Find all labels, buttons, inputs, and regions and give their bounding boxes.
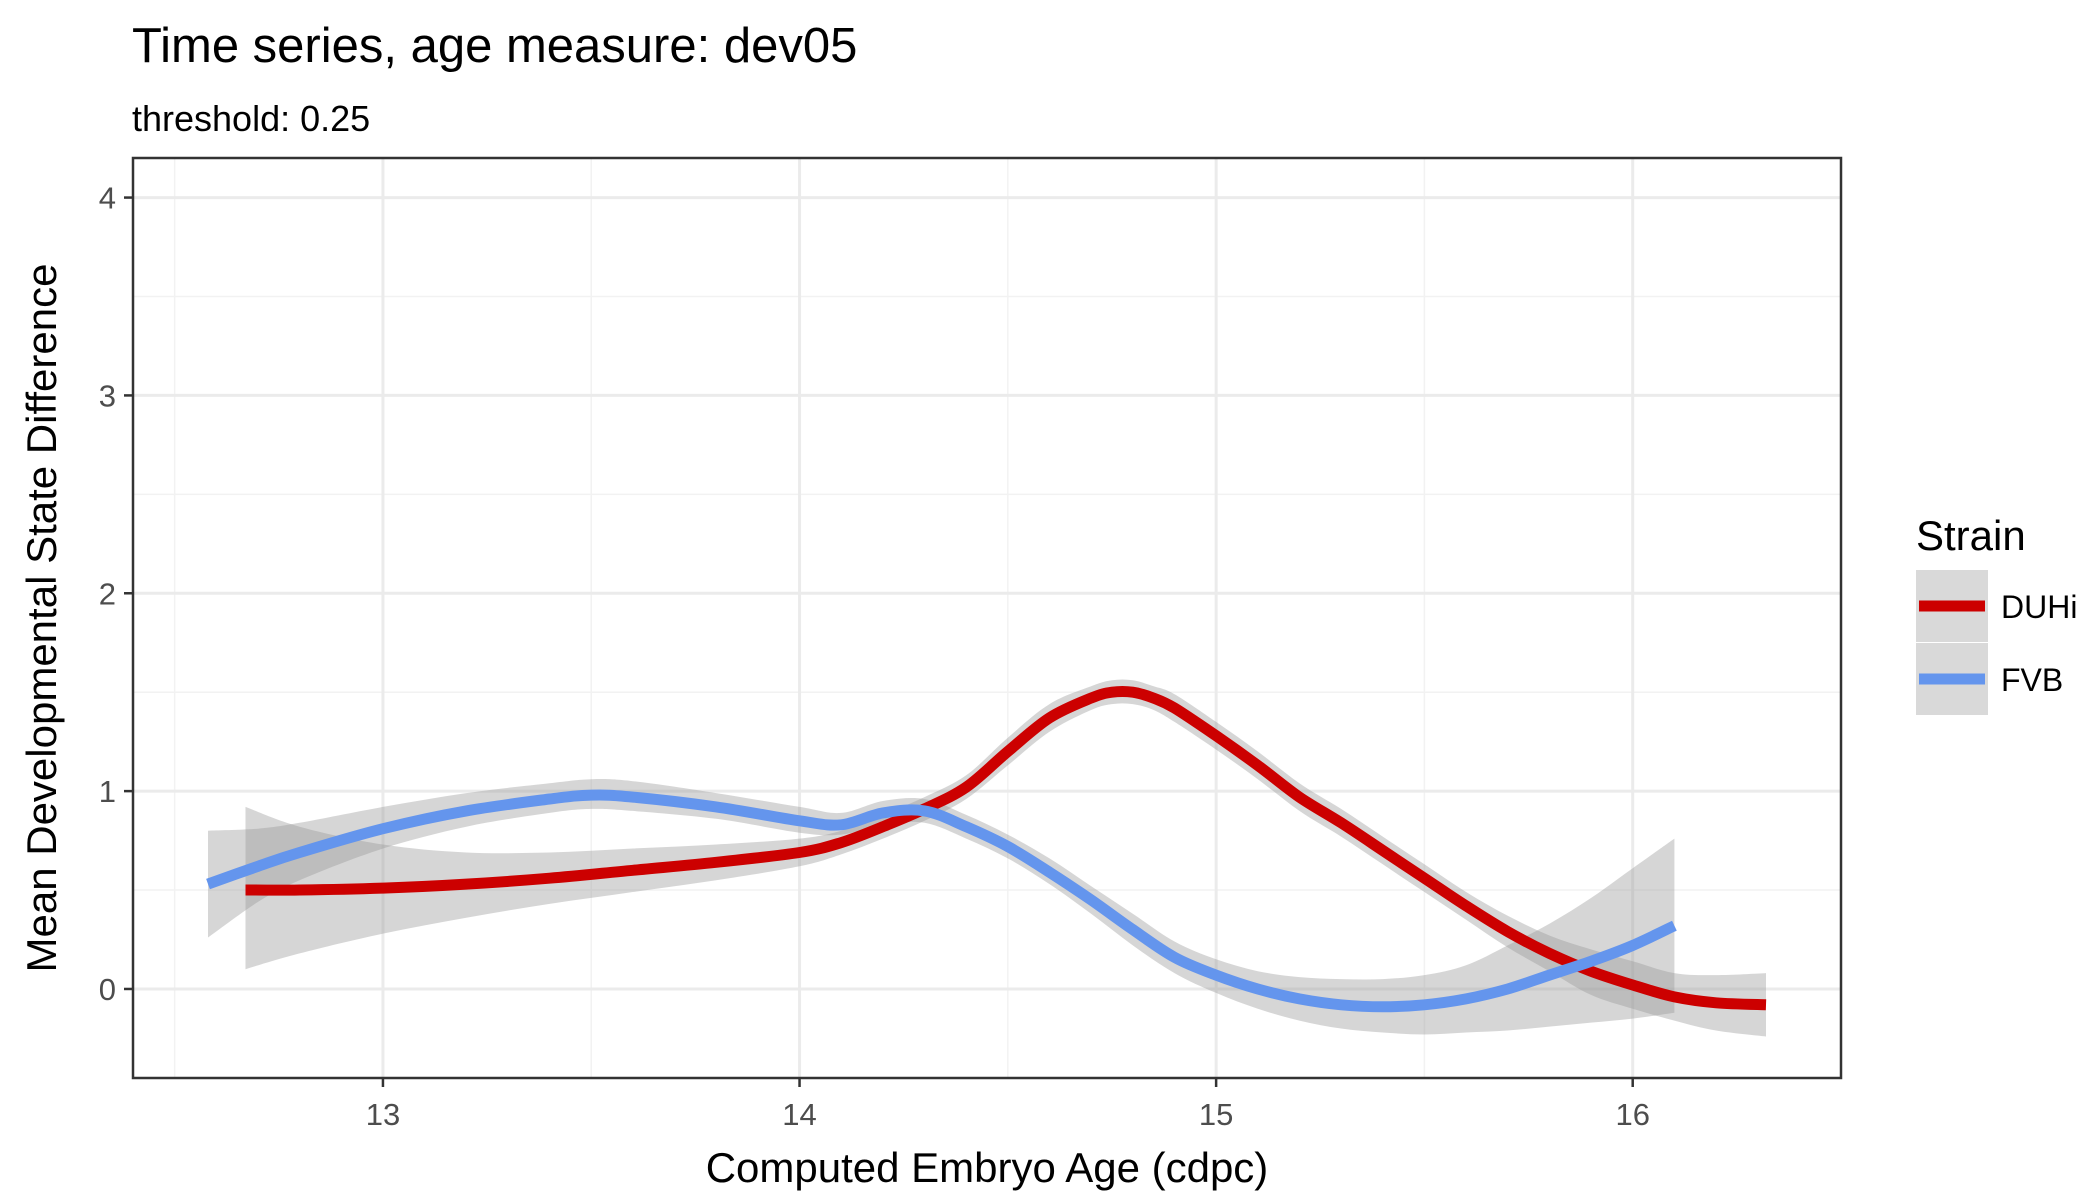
plot-background	[133, 158, 1841, 1078]
y-axis: 0 1 2 3 4	[99, 181, 133, 1007]
series-line-fvb	[206, 789, 1677, 1013]
x-tick-label-0: 13	[366, 1097, 400, 1132]
chart-subtitle: threshold: 0.25	[132, 98, 370, 139]
legend-label-fvb: FVB	[2001, 662, 2063, 698]
y-tick-label-4: 4	[99, 181, 116, 216]
x-axis-title: Computed Embryo Age (cdpc)	[706, 1144, 1269, 1191]
legend: Strain DUHi FVB	[1916, 512, 2077, 715]
series-lines	[206, 685, 1767, 1013]
grid-minor	[133, 158, 1841, 1078]
x-tick-label-3: 16	[1615, 1097, 1649, 1132]
y-tick-label-1: 1	[99, 774, 116, 809]
y-tick-label-3: 3	[99, 378, 116, 413]
series-line-duhi	[245, 685, 1767, 1011]
y-axis-title: Mean Developmental State Difference	[18, 264, 65, 973]
grid-major	[133, 158, 1841, 1078]
chart-title: Time series, age measure: dev05	[132, 19, 857, 73]
plot-border	[131, 156, 1843, 1080]
x-axis: 13 14 15 16	[366, 1078, 1650, 1132]
ci-ribbon-fvb	[208, 779, 1675, 1035]
y-tick-label-0: 0	[99, 972, 116, 1007]
x-tick-label-1: 14	[782, 1097, 816, 1132]
legend-label-duhi: DUHi	[2001, 589, 2077, 625]
y-tick-label-2: 2	[99, 576, 116, 611]
x-tick-label-2: 15	[1199, 1097, 1233, 1132]
legend-title: Strain	[1916, 512, 2026, 559]
